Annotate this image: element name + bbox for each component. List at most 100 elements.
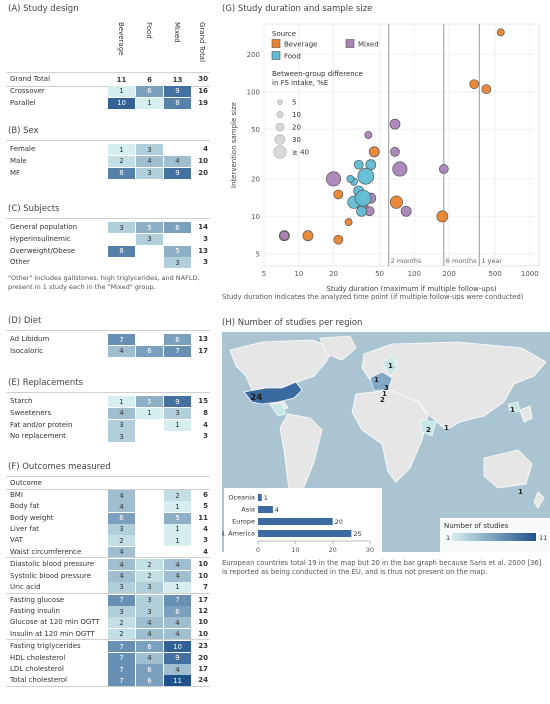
value-cell: 7 xyxy=(108,641,135,653)
value-cell: 5 xyxy=(136,396,163,407)
row-total: 17 xyxy=(198,346,208,355)
legend-size-circle xyxy=(276,111,284,119)
legend-size-label: 20 xyxy=(292,124,301,132)
value-cell: 9 xyxy=(164,396,191,407)
row-total: 3 xyxy=(203,234,208,243)
value-cell: 1 xyxy=(136,407,163,419)
row-label: VAT xyxy=(10,536,23,545)
row-total: 15 xyxy=(198,397,208,405)
value-cell: 2 xyxy=(164,490,191,501)
korea-region xyxy=(507,401,521,413)
x-axis-label: Study duration (maximum if multiple foll… xyxy=(326,285,496,293)
value-cell: 2 xyxy=(136,570,163,582)
map-count-label: 3 xyxy=(384,384,389,392)
x-tick-label: 1000 xyxy=(521,270,539,278)
legend-size-circle xyxy=(275,122,285,132)
value-cell: 7 xyxy=(108,652,135,664)
value-cell: 4 xyxy=(108,501,135,513)
section-title: (C) Subjects xyxy=(8,204,60,214)
value-cell: 9 xyxy=(164,652,191,664)
x-tick-label: 20 xyxy=(329,270,338,278)
row-total: 20 xyxy=(198,653,208,662)
bar-tick-label: 20 xyxy=(329,546,337,552)
legend-label: Food xyxy=(284,53,301,61)
section-note: "Other" includes gallstones, high trigly… xyxy=(8,274,200,292)
value-cell: 6 xyxy=(108,512,135,524)
data-point-food xyxy=(357,167,375,185)
data-point-beverage xyxy=(302,230,314,242)
value-cell: 6 xyxy=(147,75,152,84)
value-cell: 3 xyxy=(136,594,163,606)
scandinavia-region xyxy=(381,355,399,377)
value-cell: 7 xyxy=(108,594,135,606)
map-count-label: 1 xyxy=(510,406,515,414)
value-cell: 4 xyxy=(108,407,135,419)
value-cell: 2 xyxy=(108,535,135,547)
legend-size-circle xyxy=(277,99,283,105)
value-cell: 1 xyxy=(108,396,135,407)
row-total: 13 xyxy=(198,246,208,255)
data-point-mixed xyxy=(392,161,408,177)
row-label: Insulin at 120 min OGTT xyxy=(10,629,95,638)
value-cell: 4 xyxy=(108,570,135,582)
legend-swatch-beverage xyxy=(271,39,281,48)
bar-value-label: 25 xyxy=(353,530,361,538)
column-header: Food xyxy=(145,22,153,39)
value-cell: 8 xyxy=(108,167,135,179)
row-total: 17 xyxy=(198,665,208,673)
map-count-label: 1 xyxy=(518,488,523,496)
section-title: (E) Replacements xyxy=(8,378,83,388)
legend-size-circle xyxy=(274,134,286,145)
data-point-mixed xyxy=(390,146,400,157)
bar-tick-label: 10 xyxy=(291,546,299,552)
bar-category-label: N. America xyxy=(222,530,255,538)
value-cell: 3 xyxy=(108,419,135,431)
value-cell: 6 xyxy=(136,641,163,653)
value-cell: 1 xyxy=(164,523,191,535)
value-cell: 4 xyxy=(136,652,163,664)
data-point-mixed xyxy=(326,171,342,187)
row-total: 10 xyxy=(198,156,208,165)
australia xyxy=(483,449,533,489)
y-tick-label: 50 xyxy=(251,126,260,134)
map-count-label: 1 xyxy=(444,424,449,432)
table-divider xyxy=(6,330,210,331)
bar-tick-label: 0 xyxy=(256,546,260,552)
value-cell: 4 xyxy=(136,617,163,629)
row-label: Grand Total xyxy=(10,75,51,83)
region-bar xyxy=(258,494,262,501)
data-point-beverage xyxy=(436,210,449,223)
data-point-mixed xyxy=(279,230,290,241)
row-label: Total cholesterol xyxy=(10,676,68,685)
row-label: Liver fat xyxy=(10,524,39,533)
row-label: Fasting insulin xyxy=(10,607,60,615)
row-total: 13 xyxy=(198,335,208,343)
data-point-food xyxy=(354,189,372,207)
row-label: BMI xyxy=(10,491,23,499)
row-total: 10 xyxy=(198,560,208,569)
plot-area xyxy=(263,23,540,267)
row-total: 4 xyxy=(203,547,208,556)
row-total: 24 xyxy=(198,676,208,685)
value-cell: 7 xyxy=(164,345,191,357)
row-label: Fasting triglycerides xyxy=(10,642,81,651)
data-point-beverage xyxy=(469,79,480,90)
value-cell: 3 xyxy=(136,144,163,155)
x-tick-label: 100 xyxy=(408,270,421,278)
row-label: No replacement xyxy=(10,432,66,441)
value-cell: 4 xyxy=(164,559,191,571)
value-cell: 13 xyxy=(172,75,183,84)
africa xyxy=(351,389,429,483)
map-legend-min: 1 xyxy=(446,534,450,542)
row-label: General population xyxy=(10,223,78,231)
row-total: 7 xyxy=(203,582,208,591)
row-total: 3 xyxy=(203,536,208,545)
row-total: 11 xyxy=(198,513,208,522)
value-cell: 1 xyxy=(136,97,163,109)
value-cell: 4 xyxy=(164,664,191,675)
value-cell: 7 xyxy=(108,675,135,687)
x-tick-label: 5 xyxy=(262,270,266,278)
value-cell: 6 xyxy=(136,85,163,97)
column-header: Beverage xyxy=(117,22,125,56)
outcome-header: Outcome xyxy=(10,479,42,487)
